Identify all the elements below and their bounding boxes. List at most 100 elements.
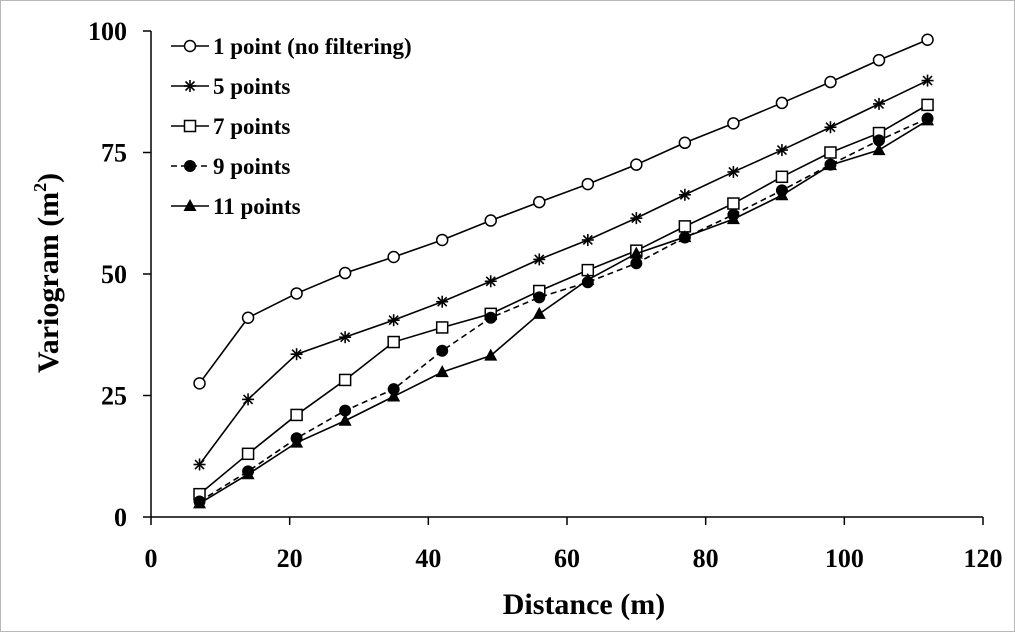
- point-marker: [290, 435, 304, 448]
- point-marker: [678, 188, 691, 201]
- point-marker: [921, 113, 935, 126]
- legend-label: 9 points: [213, 154, 290, 179]
- x-tick-label: 20: [277, 544, 303, 573]
- y-axis-title: Variogram (m2): [30, 173, 65, 373]
- point-marker: [581, 233, 594, 246]
- point-marker: [581, 177, 595, 191]
- marker-stroke: [679, 189, 690, 200]
- marker-stroke: [728, 166, 739, 178]
- point-marker: [873, 97, 885, 110]
- point-marker: [824, 75, 837, 89]
- point-marker: [242, 393, 255, 406]
- point-marker: [387, 314, 400, 327]
- point-marker: [435, 233, 449, 247]
- legend-entry: 5 points: [171, 74, 290, 99]
- point-marker: [921, 98, 934, 112]
- marker-stroke: [437, 296, 448, 307]
- point-marker: [241, 467, 255, 480]
- point-marker: [339, 331, 352, 344]
- x-tick-label: 0: [145, 544, 158, 573]
- point-marker: [629, 246, 643, 259]
- y-tick-label: 75: [101, 139, 127, 168]
- point-marker: [184, 160, 196, 172]
- point-marker: [727, 197, 740, 210]
- y-tick-label: 100: [88, 17, 127, 46]
- marker-stroke: [582, 234, 593, 246]
- series-line: [198, 39, 928, 384]
- y-tick-label: 0: [114, 503, 127, 532]
- marker-stroke: [243, 394, 254, 405]
- series-4: [193, 112, 934, 508]
- point-marker: [484, 348, 498, 361]
- point-marker: [824, 121, 837, 134]
- legend-entry: 7 points: [171, 114, 290, 139]
- x-axis-title: Distance (m): [503, 588, 665, 621]
- x-tick-label: 60: [554, 544, 580, 573]
- x-tick-label: 80: [693, 544, 719, 573]
- marker-stroke: [184, 80, 196, 92]
- y-tick-label: 50: [101, 260, 127, 289]
- marker-stroke: [291, 349, 302, 360]
- point-marker: [338, 266, 352, 280]
- point-marker: [436, 344, 449, 357]
- y-tick-label: 25: [101, 382, 127, 411]
- series-2: [193, 74, 934, 471]
- point-marker: [775, 170, 789, 184]
- point-marker: [193, 496, 207, 509]
- marker-stroke: [873, 98, 885, 109]
- point-marker: [630, 158, 643, 171]
- point-marker: [435, 321, 449, 334]
- point-marker: [872, 143, 886, 156]
- point-marker: [183, 199, 197, 211]
- point-marker: [630, 212, 643, 225]
- point-marker: [435, 365, 449, 378]
- point-marker: [183, 39, 197, 53]
- series-5: [193, 113, 935, 509]
- point-marker: [726, 212, 740, 225]
- x-tick-label: 100: [825, 544, 864, 573]
- legend-entry: 1 point (no filtering): [171, 34, 412, 59]
- legend: 1 point (no filtering) 5 points 7 points 9 …: [171, 34, 412, 219]
- point-marker: [290, 348, 303, 361]
- point-marker: [775, 96, 789, 110]
- point-marker: [387, 389, 401, 402]
- point-marker: [823, 158, 837, 171]
- marker-stroke: [631, 213, 642, 224]
- point-marker: [338, 373, 352, 387]
- marker-stroke: [825, 122, 836, 133]
- point-marker: [484, 214, 497, 227]
- series-line: [199, 117, 928, 503]
- marker-stroke: [922, 75, 933, 86]
- point-marker: [921, 74, 934, 87]
- point-marker: [581, 272, 595, 285]
- legend-entry: 11 points: [171, 194, 301, 219]
- series-line: [199, 119, 928, 505]
- series-3: [193, 98, 934, 501]
- legend-label: 1 point (no filtering): [213, 34, 412, 59]
- point-marker: [533, 291, 546, 304]
- marker-stroke: [485, 276, 496, 287]
- marker-stroke: [340, 332, 351, 343]
- point-marker: [387, 250, 400, 264]
- x-tick-label: 120: [964, 544, 1003, 573]
- marker-stroke: [776, 145, 787, 156]
- point-marker: [241, 311, 255, 324]
- series-1: [193, 33, 934, 390]
- point-marker: [533, 253, 546, 266]
- series-line: [198, 79, 928, 465]
- point-marker: [193, 458, 206, 471]
- marker-stroke: [534, 254, 545, 265]
- point-marker: [290, 287, 303, 300]
- point-marker: [824, 146, 837, 159]
- point-marker: [533, 195, 546, 209]
- axes: 0 25 50 75 100 0 20 40 60 80 100 120: [88, 17, 1003, 573]
- point-marker: [775, 188, 789, 201]
- point-marker: [727, 165, 740, 178]
- point-marker: [241, 447, 255, 461]
- point-marker: [678, 136, 692, 150]
- point-marker: [184, 80, 196, 92]
- legend-label: 7 points: [213, 114, 290, 139]
- legend-entry: 9 points: [171, 154, 290, 179]
- point-marker: [338, 413, 352, 426]
